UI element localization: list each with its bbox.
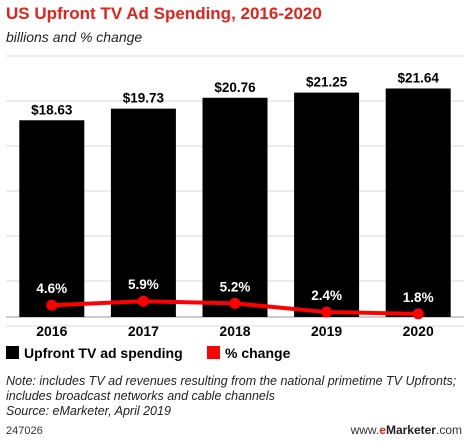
- legend-swatch-spending: [6, 346, 19, 359]
- bar-label-2016: $18.63: [31, 102, 73, 117]
- brand-logo: www.eMarketer.com: [351, 423, 462, 437]
- bar-label-2020: $21.64: [398, 70, 440, 85]
- chart-title: US Upfront TV Ad Spending, 2016-2020: [6, 4, 322, 23]
- line-point-2016: [46, 299, 58, 311]
- chart-id: 247026: [6, 425, 43, 437]
- legend-label-change: % change: [225, 345, 291, 361]
- bar-label-2019: $21.25: [306, 75, 348, 90]
- bar-2018: [202, 97, 268, 317]
- bar-2020: [385, 88, 451, 317]
- line-label-2019: 2.4%: [311, 288, 342, 303]
- x-tick-2020: 2020: [403, 323, 434, 339]
- line-value-labels: 4.6% 5.9% 5.2% 2.4% 1.8%: [36, 277, 433, 305]
- x-tick-2018: 2018: [219, 323, 250, 339]
- brand-e: e: [379, 423, 386, 437]
- x-tick-2017: 2017: [128, 323, 159, 339]
- line-label-2020: 1.8%: [403, 290, 434, 305]
- brand-prefix: www.: [350, 423, 380, 437]
- bar-value-labels: $18.63 $19.73 $20.76 $21.25 $21.64: [31, 70, 439, 117]
- line-series: [46, 295, 424, 320]
- x-axis-tick-labels: 2016 2017 2018 2019 2020: [36, 323, 434, 339]
- legend: Upfront TV ad spending % change: [6, 345, 291, 361]
- line-point-2020: [412, 308, 424, 320]
- brand-suffix: .com: [435, 423, 462, 437]
- chart-canvas: $18.63 $19.73 $20.76 $21.25 $21.64 4.6% 5.9% 5…: [6, 55, 464, 361]
- legend-label-spending: Upfront TV ad spending: [24, 345, 183, 361]
- bar-series: [19, 88, 451, 317]
- line-point-2018: [229, 297, 241, 309]
- legend-swatch-change: [207, 346, 220, 359]
- note-text: Note: includes TV ad revenues resulting …: [6, 374, 457, 403]
- line-point-2017: [137, 295, 149, 307]
- x-tick-2019: 2019: [311, 323, 342, 339]
- bar-2016: [19, 120, 85, 317]
- chart-note: Note: includes TV ad revenues resulting …: [6, 374, 466, 419]
- line-label-2017: 5.9%: [128, 277, 159, 292]
- x-tick-2016: 2016: [36, 323, 67, 339]
- line-label-2016: 4.6%: [36, 281, 67, 296]
- source-text: Source: eMarketer, April 2019: [6, 404, 171, 418]
- chart-subtitle: billions and % change: [6, 29, 143, 45]
- brand-name: Marketer: [385, 423, 436, 437]
- bar-label-2017: $19.73: [123, 91, 165, 106]
- bar-2017: [110, 108, 176, 317]
- bar-2019: [294, 92, 360, 317]
- line-point-2019: [321, 306, 333, 318]
- line-label-2018: 5.2%: [220, 279, 251, 294]
- bar-label-2018: $20.76: [214, 80, 256, 95]
